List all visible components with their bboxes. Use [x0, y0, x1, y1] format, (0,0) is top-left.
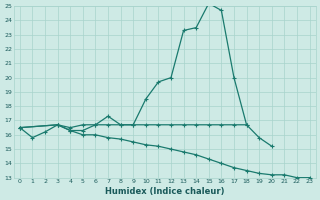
X-axis label: Humidex (Indice chaleur): Humidex (Indice chaleur) — [105, 187, 224, 196]
